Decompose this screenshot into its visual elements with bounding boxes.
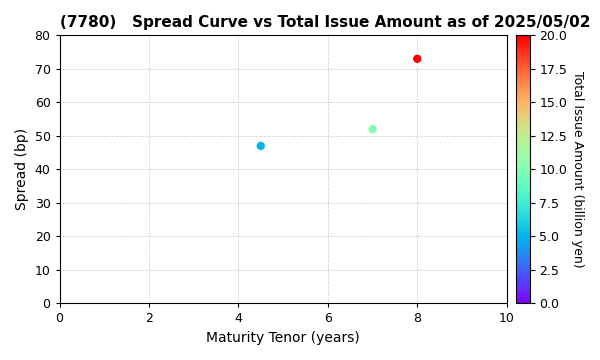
Point — [256, 143, 266, 149]
Y-axis label: Total Issue Amount (billion yen): Total Issue Amount (billion yen) — [571, 71, 584, 268]
Point — [412, 56, 422, 62]
X-axis label: Maturity Tenor (years): Maturity Tenor (years) — [206, 331, 360, 345]
Y-axis label: Spread (bp): Spread (bp) — [15, 128, 29, 211]
Point — [368, 126, 377, 132]
Text: (7780)   Spread Curve vs Total Issue Amount as of 2025/05/02: (7780) Spread Curve vs Total Issue Amoun… — [59, 15, 590, 30]
